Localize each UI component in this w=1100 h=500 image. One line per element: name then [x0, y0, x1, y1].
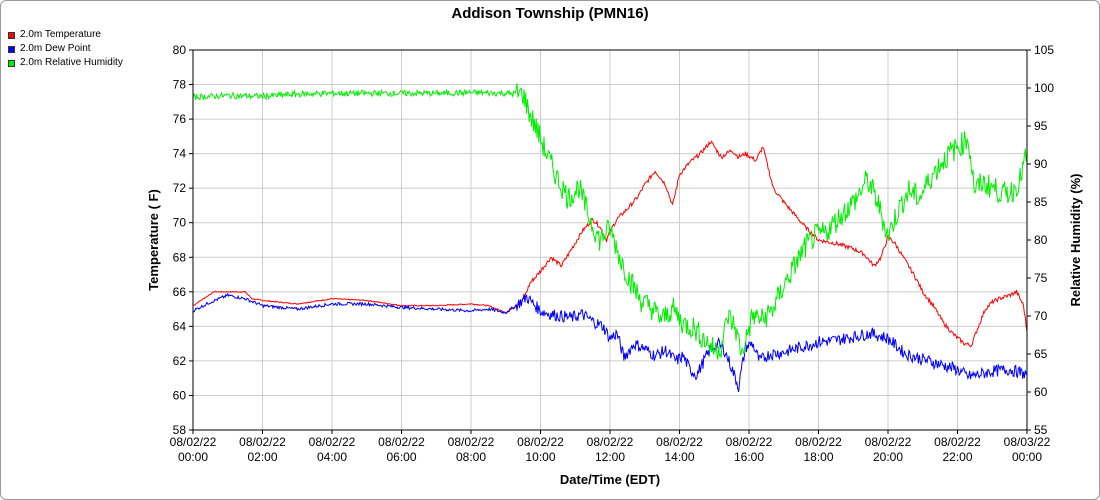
x-tick-label-time: 20:00 [873, 450, 903, 464]
x-tick-label-date: 08/02/22 [309, 435, 356, 449]
x-tick-label-date: 08/03/22 [1004, 435, 1051, 449]
series-layer [192, 83, 1028, 393]
y-tick-label: 62 [173, 354, 187, 368]
x-tick-label-time: 22:00 [942, 450, 972, 464]
y2-tick-label: 95 [1034, 119, 1048, 133]
y2-axis-title: Relative Humidity (%) [1068, 174, 1083, 307]
x-tick-label-time: 00:00 [1012, 450, 1042, 464]
legend-swatch-temperature [8, 31, 15, 39]
y2-tick-label: 100 [1034, 81, 1054, 95]
x-tick-label-date: 08/02/22 [587, 435, 634, 449]
y-tick-label: 60 [173, 388, 187, 402]
y-tick-label: 80 [173, 43, 187, 57]
y2-tick-label: 70 [1034, 309, 1048, 323]
y-tick-label: 68 [173, 250, 187, 264]
chart-title: Addison Township (PMN16) [451, 5, 649, 22]
x-tick-label-date: 08/02/22 [934, 435, 981, 449]
x-tick-label-time: 04:00 [317, 450, 347, 464]
x-tick-label-time: 00:00 [178, 450, 208, 464]
x-tick-label-time: 08:00 [456, 450, 486, 464]
y2-tick-label: 60 [1034, 385, 1048, 399]
legend-label-dew-point: 2.0m Dew Point [20, 43, 91, 54]
x-tick-label-date: 08/02/22 [795, 435, 842, 449]
y2-tick-label: 85 [1034, 195, 1048, 209]
x-tick-label-date: 08/02/22 [378, 435, 425, 449]
y-tick-label: 74 [173, 147, 187, 161]
y-tick-label: 64 [173, 319, 187, 333]
y-tick-label: 76 [173, 112, 187, 126]
x-tick-label-time: 02:00 [247, 450, 277, 464]
x-axis-title: Date/Time (EDT) [560, 472, 660, 487]
legend: 2.0m Temperature 2.0m Dew Point 2.0m Rel… [8, 28, 123, 70]
legend-label-temperature: 2.0m Temperature [20, 29, 101, 40]
y-axis-title: Temperature ( F) [146, 189, 161, 291]
x-tick-label-time: 14:00 [664, 450, 694, 464]
legend-item-relative-humidity: 2.0m Relative Humidity [8, 56, 123, 70]
y2-tick-label: 90 [1034, 157, 1048, 171]
legend-label-relative-humidity: 2.0m Relative Humidity [20, 57, 123, 68]
y-tick-label: 66 [173, 285, 187, 299]
dew-point-line [192, 292, 1028, 393]
y2-tick-label: 80 [1034, 233, 1048, 247]
y-tick-label: 58 [173, 423, 187, 437]
x-tick-label-date: 08/02/22 [517, 435, 564, 449]
x-tick-label-date: 08/02/22 [656, 435, 703, 449]
x-tick-label-date: 08/02/22 [170, 435, 217, 449]
y2-tick-label: 55 [1034, 423, 1048, 437]
x-tick-label-time: 18:00 [803, 450, 833, 464]
legend-item-dew-point: 2.0m Dew Point [8, 42, 123, 56]
y-tick-label: 72 [173, 181, 187, 195]
y2-tick-label: 105 [1034, 43, 1054, 57]
x-tick-label-date: 08/02/22 [448, 435, 495, 449]
x-tick-label-time: 10:00 [525, 450, 555, 464]
legend-swatch-dew-point [8, 45, 15, 53]
ticks: 58 60 62 64 66 68 70 72 74 76 78 80 55 60 65 70 75 80 85 90… [170, 43, 1055, 464]
y2-tick-label: 65 [1034, 347, 1048, 361]
x-tick-label-date: 08/02/22 [726, 435, 773, 449]
grid [192, 49, 1028, 431]
x-tick-label-time: 06:00 [386, 450, 416, 464]
x-tick-label-date: 08/02/22 [865, 435, 912, 449]
x-tick-label-time: 12:00 [595, 450, 625, 464]
relative-humidity-line [192, 83, 1028, 360]
x-tick-label-time: 16:00 [734, 450, 764, 464]
y-tick-label: 70 [173, 216, 187, 230]
y2-tick-label: 75 [1034, 271, 1048, 285]
legend-item-temperature: 2.0m Temperature [8, 28, 123, 42]
legend-swatch-relative-humidity [8, 59, 15, 67]
y-tick-label: 78 [173, 78, 187, 92]
x-tick-label-date: 08/02/22 [239, 435, 286, 449]
